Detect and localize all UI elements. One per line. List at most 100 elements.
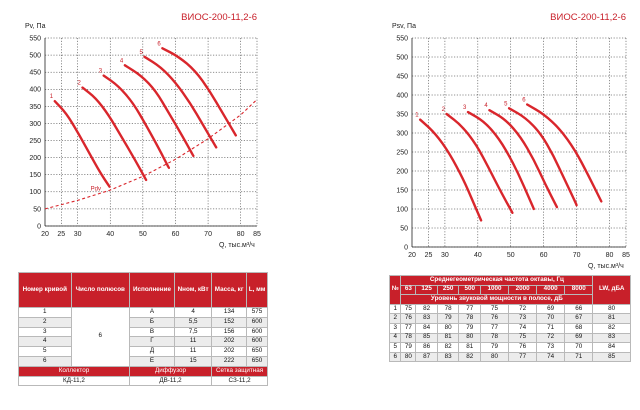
- freq-4000: 4000: [536, 284, 566, 296]
- freq-1000: 1000: [479, 284, 510, 296]
- y-tick-label: 400: [29, 87, 41, 94]
- cell-level: 70: [564, 342, 594, 353]
- x-tick-label: 50: [507, 252, 515, 259]
- accessory-value-grid: СЗ-11,2: [211, 375, 268, 387]
- cell-level: 66: [564, 303, 594, 315]
- cell-mass: 202: [211, 346, 248, 357]
- table-row: 1 75 82 78 77 75 72 69 66 80: [388, 303, 631, 315]
- y-tick-label: 300: [29, 121, 41, 128]
- x-tick-label: 70: [573, 252, 581, 259]
- cell-level: 86: [415, 342, 438, 353]
- cell-mass: 156: [211, 326, 248, 338]
- col-power: Nном, кВт: [174, 272, 213, 308]
- table-row: 4 78 85 81 80 78 75 72 69 83: [388, 332, 631, 344]
- col-curve-number: Номер кривой: [18, 272, 72, 308]
- cell-lw: 80: [592, 303, 631, 315]
- cell-level: 69: [536, 303, 566, 315]
- curve-3: [466, 110, 536, 211]
- y-tick-label: 550: [396, 35, 408, 42]
- x-tick-label: 40: [474, 252, 482, 259]
- curve-4: [488, 109, 559, 209]
- x-tick-label: 20: [41, 231, 49, 238]
- cell-length: 650: [246, 355, 268, 367]
- y-axis-label: Psv, Па: [392, 23, 416, 30]
- cell-level: 78: [458, 313, 481, 324]
- cell-level: 79: [479, 342, 510, 353]
- cell-level: 82: [458, 351, 481, 363]
- y-tick-label: 100: [396, 206, 408, 213]
- cell-level: 80: [458, 332, 481, 344]
- cell-version: Б: [128, 316, 176, 328]
- freq-2000: 2000: [508, 284, 538, 296]
- table-row: 6 Е 15 222 650: [18, 355, 268, 367]
- cell-mass: 152: [211, 316, 248, 328]
- cell-level: 71: [564, 351, 594, 363]
- x-tick-label: 30: [74, 231, 82, 238]
- curve-label-5: 5: [139, 50, 143, 56]
- cell-length: 600: [246, 336, 268, 348]
- cell-level: 87: [415, 351, 438, 363]
- curve-label-1: 1: [415, 113, 419, 119]
- cell-version: А: [128, 307, 176, 318]
- x-tick-label: 50: [139, 231, 147, 238]
- cell-length: 600: [246, 326, 268, 338]
- system-curve-label: Pdv: [91, 187, 101, 193]
- cell-level: 72: [536, 332, 566, 344]
- cell-curve-number: 2: [18, 316, 72, 328]
- cell-curve-number: 4: [18, 336, 72, 348]
- y-tick-label: 450: [396, 73, 408, 80]
- table-row: 2 76 83 79 78 76 73 70 67 81: [388, 313, 631, 324]
- x-tick-label: 80: [237, 231, 245, 238]
- y-tick-label: 150: [396, 187, 408, 194]
- cell-poles: 6: [70, 307, 130, 367]
- cell-level: 76: [479, 313, 510, 324]
- cell-level: 78: [436, 303, 460, 315]
- curve-6: [161, 47, 237, 137]
- cell-row-number: 5: [388, 342, 402, 353]
- cell-level: 82: [415, 303, 438, 315]
- accessory-header-collector: Коллектор: [18, 365, 130, 377]
- cell-level: 74: [508, 322, 538, 334]
- x-tick-label: 80: [606, 252, 614, 259]
- y-tick-label: 0: [37, 223, 41, 230]
- x-axis-label: Q, тыс.м³/ч: [588, 263, 624, 270]
- y-tick-label: 250: [29, 138, 41, 145]
- cell-level: 80: [400, 351, 417, 363]
- y-tick-label: 200: [29, 155, 41, 162]
- y-tick-label: 350: [29, 104, 41, 111]
- cell-lw: 84: [592, 342, 631, 353]
- curve-label-1: 1: [50, 94, 54, 100]
- cell-length: 575: [246, 307, 268, 318]
- x-tick-label: 60: [172, 231, 180, 238]
- curve-label-4: 4: [120, 58, 124, 64]
- y-tick-label: 500: [29, 52, 41, 59]
- curve-2: [81, 86, 148, 182]
- col-mass: Масса, кг: [211, 272, 248, 308]
- curve-2: [445, 112, 514, 215]
- y-tick-label: 450: [29, 70, 41, 77]
- cell-level: 80: [436, 322, 460, 334]
- curve-5: [143, 55, 218, 149]
- cell-level: 73: [536, 342, 566, 353]
- cell-lw: 82: [592, 322, 631, 334]
- cell-row-number: 2: [388, 313, 402, 324]
- table-row: 3 В 7,5 156 600: [18, 326, 268, 338]
- cell-row-number: 6: [388, 351, 402, 363]
- cell-level: 68: [564, 322, 594, 334]
- curve-label-3: 3: [99, 69, 103, 75]
- cell-level: 79: [458, 322, 481, 334]
- x-tick-label: 25: [57, 231, 65, 238]
- cell-version: Е: [128, 355, 176, 367]
- curve-label-3: 3: [463, 105, 467, 111]
- x-tick-label: 70: [204, 231, 212, 238]
- chart-title: ВИОС-200-11,2-6: [181, 12, 257, 23]
- cell-power: 4: [174, 307, 213, 318]
- col-lw: LW, дБА: [592, 275, 631, 305]
- freq-header: Среднегеометрическая частота октавы, Гц: [400, 275, 594, 286]
- y-tick-label: 0: [404, 244, 408, 251]
- cell-mass: 134: [211, 307, 248, 318]
- table-row: 3 77 84 80 79 77 74 71 68 82: [388, 322, 631, 334]
- y-tick-label: 550: [29, 35, 41, 42]
